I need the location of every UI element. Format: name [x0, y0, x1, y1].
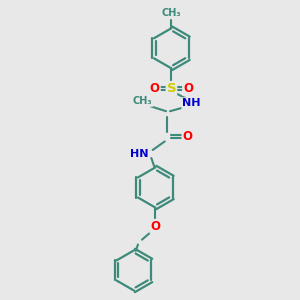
- Text: O: O: [183, 82, 193, 95]
- Text: S: S: [167, 82, 176, 95]
- Text: O: O: [182, 130, 193, 143]
- Text: O: O: [150, 220, 161, 233]
- Text: CH₃: CH₃: [162, 8, 181, 19]
- Text: O: O: [150, 82, 160, 95]
- Text: NH: NH: [182, 98, 201, 108]
- Text: CH₃: CH₃: [133, 96, 153, 106]
- Text: HN: HN: [130, 149, 149, 159]
